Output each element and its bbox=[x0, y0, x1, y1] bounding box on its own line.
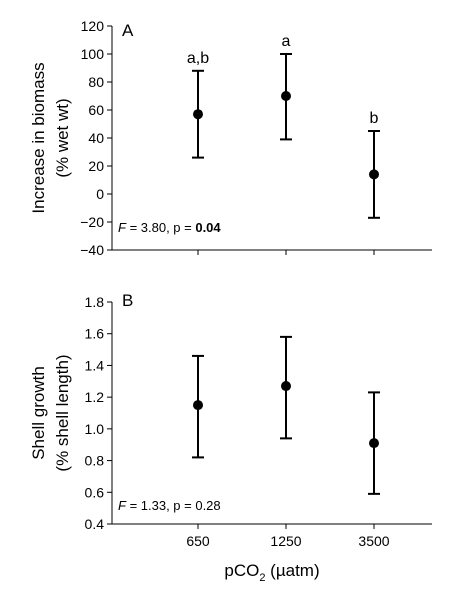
significance-letter: b bbox=[370, 110, 379, 127]
y-tick-label: 1.2 bbox=[85, 389, 105, 405]
y-axis-label-line2: (% wet wt) bbox=[53, 98, 72, 177]
data-point bbox=[369, 169, 379, 180]
stat-p-value: 0.28 bbox=[195, 498, 220, 513]
x-axis-label-main: pCO bbox=[224, 561, 259, 580]
significance-letter: a,b bbox=[187, 50, 209, 67]
y-axis-label-line1: Shell growth bbox=[29, 366, 48, 460]
y-tick-label: 80 bbox=[88, 74, 104, 90]
y-tick-label: −40 bbox=[80, 242, 104, 258]
data-point bbox=[281, 91, 291, 101]
panel-letter: A bbox=[122, 21, 134, 40]
data-point bbox=[193, 400, 203, 411]
x-tick-label: 1250 bbox=[270, 533, 301, 549]
y-axis-label-line1: Increase in biomass bbox=[29, 62, 48, 213]
y-tick-label: 60 bbox=[88, 102, 104, 118]
y-tick-label: 120 bbox=[81, 18, 105, 34]
data-point bbox=[369, 438, 379, 449]
y-tick-label: 0 bbox=[96, 186, 104, 202]
y-tick-label: 40 bbox=[88, 130, 104, 146]
x-axis-label-unit: (µatm) bbox=[265, 561, 319, 580]
chart-panel-b: 0.4 0.6 0.8 1.0 1.2 1.4 1.6 1.8 650 1250 3500 Shell… bbox=[29, 291, 432, 549]
y-axis-label-line2: (% shell length) bbox=[53, 354, 72, 471]
y-tick-label: −20 bbox=[80, 214, 104, 230]
y-tick-label: 0.8 bbox=[85, 453, 105, 469]
y-tick-label: 0.6 bbox=[85, 484, 105, 500]
stat-p-value: 0.04 bbox=[195, 220, 221, 235]
x-tick-label: 3500 bbox=[358, 533, 389, 549]
stat-f-symbol: F bbox=[118, 498, 127, 513]
stat-text: = 1.33, p = bbox=[126, 498, 195, 513]
data-point bbox=[193, 109, 203, 120]
chart-panel-a: −40 −20 0 20 40 60 80 100 120 Increase in biomass… bbox=[29, 18, 432, 258]
y-tick-label: 20 bbox=[88, 158, 104, 174]
y-tick-label: 1.8 bbox=[85, 294, 105, 310]
stat-annotation: F = 1.33, p = 0.28 bbox=[118, 498, 221, 513]
x-tick-label: 650 bbox=[186, 533, 210, 549]
y-tick-label: 1.4 bbox=[85, 357, 105, 373]
stat-f-symbol: F bbox=[118, 220, 127, 235]
y-tick-label: 100 bbox=[81, 46, 105, 62]
significance-letter: a bbox=[282, 33, 291, 50]
x-axis-label: pCO2 (µatm) bbox=[224, 561, 319, 584]
stat-text: = 3.80, p = bbox=[126, 220, 195, 235]
x-axis-label-subscript: 2 bbox=[259, 572, 265, 584]
y-tick-label: 1.6 bbox=[85, 326, 105, 342]
panel-letter: B bbox=[122, 291, 133, 310]
data-point bbox=[281, 381, 291, 392]
stat-annotation: F = 3.80, p = 0.04 bbox=[118, 220, 221, 235]
y-tick-label: 1.0 bbox=[85, 421, 105, 437]
y-tick-label: 0.4 bbox=[85, 516, 105, 532]
